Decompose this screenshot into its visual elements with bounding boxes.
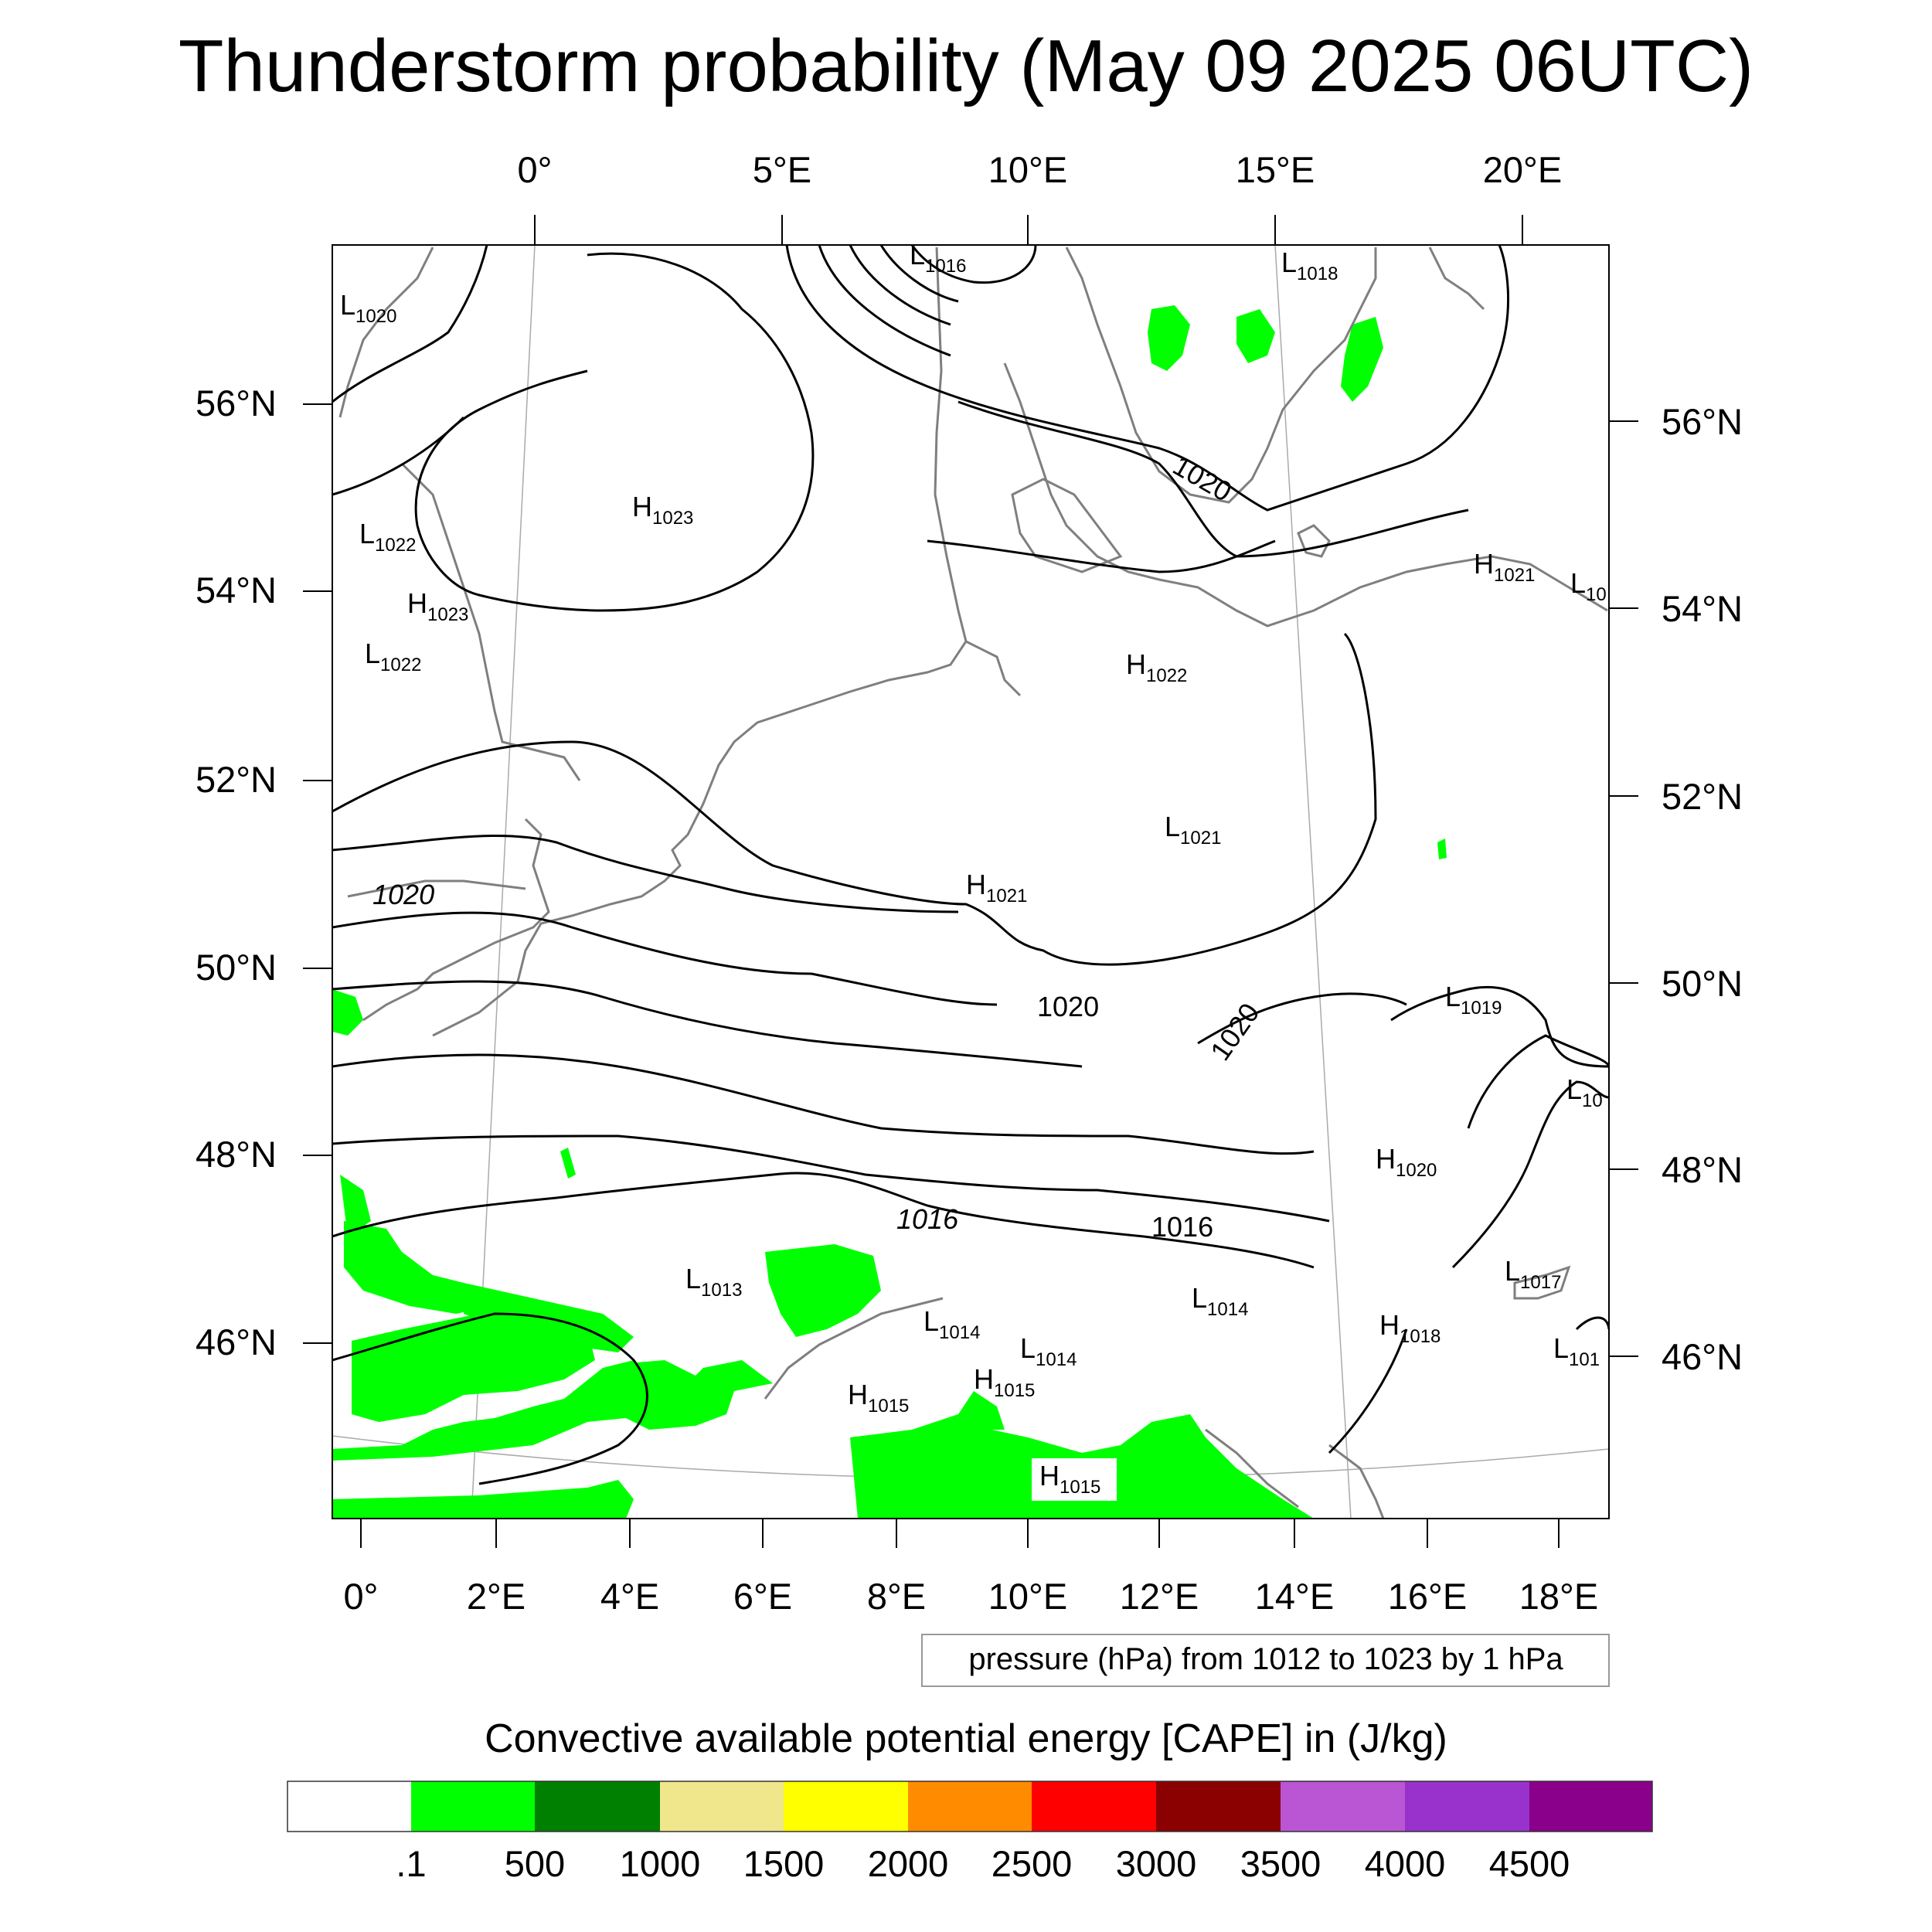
bottom-lon-label: 18°E — [1519, 1576, 1598, 1617]
top-lon-label: 10°E — [988, 149, 1067, 190]
colorbar-swatch — [660, 1781, 784, 1832]
top-longitude-axis: 0° 5°E 10°E 15°E 20°E — [518, 149, 1562, 246]
contour-info-box: pressure (hPa) from 1012 to 1023 by 1 hP… — [921, 1634, 1610, 1687]
colorbar-swatch — [287, 1781, 411, 1832]
colorbar-swatch — [411, 1781, 535, 1832]
bottom-lon-label: 16°E — [1388, 1576, 1467, 1617]
colorbar-swatch — [1156, 1781, 1281, 1832]
bottom-longitude-axis: 0° 2°E 4°E 6°E 8°E 10°E 12°E 14°E 16°E 1… — [344, 1519, 1598, 1617]
pressure-center-label: L1018 — [1281, 247, 1338, 284]
colorbar-label: 2000 — [868, 1843, 949, 1884]
colorbar-swatch — [1529, 1781, 1652, 1832]
pressure-center-label: L1021 — [1165, 811, 1221, 849]
pressure-center-label: H1021 — [966, 869, 1027, 906]
colorbar-label: 1000 — [620, 1843, 701, 1884]
pressure-center-label: L1014 — [1192, 1282, 1248, 1320]
pressure-center-label: H1018 — [1379, 1309, 1440, 1347]
right-lat-label: 52°N — [1662, 776, 1743, 817]
bottom-lon-label: 14°E — [1255, 1576, 1334, 1617]
pressure-center-label: H1015 — [1039, 1460, 1100, 1498]
isobars — [332, 245, 1609, 1485]
left-latitude-axis: 56°N 54°N 52°N 50°N 48°N 46°N — [196, 383, 332, 1362]
colorbar-swatch — [908, 1781, 1032, 1832]
pressure-center-label: H1022 — [1126, 648, 1187, 686]
left-lat-label: 50°N — [196, 947, 277, 988]
colorbar-label: 3000 — [1116, 1843, 1197, 1884]
pressure-center-label: L1020 — [340, 289, 396, 327]
pressure-center-label: L1014 — [1020, 1332, 1077, 1370]
right-lat-label: 56°N — [1662, 401, 1743, 442]
left-lat-label: 52°N — [196, 759, 277, 800]
isobar-label: 1016 — [896, 1203, 959, 1235]
colorbar-label: 1500 — [743, 1843, 825, 1884]
top-lon-label: 5°E — [753, 149, 811, 190]
pressure-center-label: H1023 — [407, 587, 468, 625]
pressure-center-label: H1023 — [632, 491, 693, 529]
pressure-centers: L1016 L1018 L1020 H1023 L1022 H1023 L102… — [340, 239, 1607, 1501]
pressure-center-label: L10 — [1566, 1073, 1603, 1111]
right-lat-label: 50°N — [1662, 963, 1743, 1004]
pressure-center-label: H1015 — [848, 1379, 909, 1417]
colorbar-label: 500 — [505, 1843, 565, 1884]
map-frame — [332, 244, 1610, 1519]
left-lat-label: 48°N — [196, 1134, 277, 1175]
bottom-lon-label: 2°E — [467, 1576, 526, 1617]
pressure-center-label: L1019 — [1445, 981, 1502, 1019]
bottom-lon-label: 0° — [344, 1576, 379, 1617]
pressure-center-label: L1017 — [1505, 1255, 1561, 1293]
pressure-center-label: L101 — [1553, 1332, 1600, 1370]
colorbar-label: 4500 — [1489, 1843, 1570, 1884]
colorbar-swatch — [1032, 1781, 1156, 1832]
bottom-lon-label: 4°E — [600, 1576, 659, 1617]
right-lat-label: 48°N — [1662, 1149, 1743, 1190]
isobar-label: 1016 — [1151, 1211, 1213, 1243]
right-lat-label: 46°N — [1662, 1336, 1743, 1377]
colorbar-swatch — [1405, 1781, 1529, 1832]
bottom-lon-label: 12°E — [1120, 1576, 1199, 1617]
top-lon-label: 0° — [518, 149, 553, 190]
pressure-center-label: H1020 — [1376, 1143, 1437, 1181]
colorbar-label: 3500 — [1240, 1843, 1321, 1884]
colorbar-swatch — [784, 1781, 908, 1832]
colorbar-swatch — [535, 1781, 660, 1832]
isobar-label: 1020 — [1204, 997, 1266, 1066]
colorbar-title: Convective available potential energy [C… — [485, 1716, 1447, 1761]
right-lat-label: 54°N — [1662, 588, 1743, 629]
colorbar-swatch — [1281, 1781, 1405, 1832]
pressure-center-label: L1022 — [359, 518, 416, 556]
colorbar-label: .1 — [396, 1843, 426, 1884]
map-title: Thunderstorm probability (May 09 2025 06… — [179, 25, 1753, 107]
left-lat-label: 54°N — [196, 570, 277, 611]
left-lat-label: 56°N — [196, 383, 277, 423]
top-lon-label: 20°E — [1483, 149, 1562, 190]
pressure-center-label: L10 — [1570, 567, 1607, 605]
pressure-center-label: L1013 — [685, 1263, 742, 1301]
pressure-center-label: L1022 — [365, 638, 421, 675]
colorbar: .1 500 1000 1500 2000 2500 3000 3500 400… — [287, 1781, 1653, 1884]
colorbar-label: 2500 — [992, 1843, 1073, 1884]
top-lon-label: 15°E — [1236, 149, 1315, 190]
colorbar-label: 4000 — [1365, 1843, 1446, 1884]
bottom-lon-label: 10°E — [988, 1576, 1067, 1617]
bottom-lon-label: 6°E — [733, 1576, 792, 1617]
coastlines — [338, 247, 1608, 1519]
isobar-label: 1020 — [372, 879, 434, 910]
map-area — [332, 244, 1610, 1519]
contour-info-text: pressure (hPa) from 1012 to 1023 by 1 hP… — [968, 1642, 1563, 1676]
pressure-center-label: L1016 — [910, 239, 966, 277]
right-latitude-axis: 56°N 54°N 52°N 50°N 48°N 46°N — [1609, 401, 1743, 1377]
pressure-center-label: L1014 — [923, 1305, 980, 1343]
cape-shading — [332, 305, 1447, 1519]
isobar-label: 1020 — [1168, 449, 1237, 508]
bottom-lon-label: 8°E — [867, 1576, 926, 1617]
pressure-center-label: H1015 — [974, 1363, 1035, 1401]
left-lat-label: 46°N — [196, 1321, 277, 1362]
pressure-center-label: H1021 — [1474, 548, 1535, 586]
isobar-label: 1020 — [1037, 991, 1099, 1022]
